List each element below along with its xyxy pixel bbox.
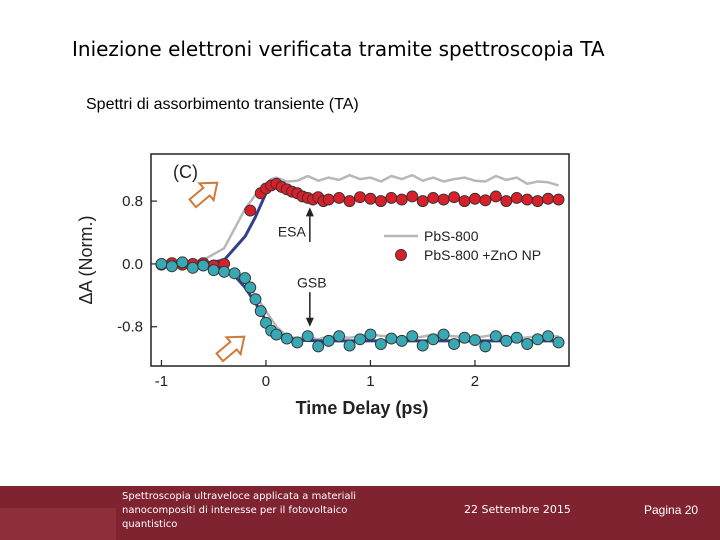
gsb-marker <box>197 259 210 272</box>
block-arrow-gsb <box>215 335 246 363</box>
esa-marker <box>500 195 513 208</box>
esa-marker <box>510 192 523 204</box>
gsb-marker <box>542 330 555 343</box>
gsb-marker <box>427 333 440 346</box>
gsb-marker <box>374 338 387 350</box>
x-axis-label: Time Delay (ps) <box>296 398 429 418</box>
annotation-esa: ESA <box>278 224 307 240</box>
gsb-marker <box>552 336 565 349</box>
block-arrow-esa <box>188 181 219 209</box>
block-arrow-gsb-shape <box>215 335 246 363</box>
footer-date: 22 Settembre 2015 <box>464 503 571 516</box>
legend-label-pbs: PbS-800 <box>424 228 479 244</box>
esa-marker <box>552 193 565 206</box>
x-tick-label: 1 <box>366 373 374 390</box>
esa-marker <box>416 195 429 208</box>
gsb-marker <box>500 334 513 347</box>
gsb-marker <box>521 338 534 350</box>
gsb-marker <box>207 264 220 277</box>
esa-marker <box>385 192 398 204</box>
gsb-marker <box>249 293 262 306</box>
esa-marker <box>244 204 257 217</box>
gsb-marker <box>531 333 544 346</box>
esa-marker <box>469 192 481 205</box>
esa-marker <box>531 195 544 208</box>
gsb-marker <box>479 340 492 353</box>
panel-label: (C) <box>173 162 198 182</box>
gsb-marker <box>385 332 398 345</box>
gsb-marker <box>333 330 346 343</box>
gsb-marker <box>312 340 325 353</box>
esa-marker <box>322 193 335 206</box>
gsb-marker <box>228 267 241 280</box>
esa-marker <box>448 191 460 204</box>
y-tick-label: 0.8 <box>122 193 143 210</box>
gsb-marker <box>364 328 377 341</box>
legend-label-zno: PbS-800 +ZnO NP <box>424 247 541 263</box>
gsb-marker <box>186 261 199 274</box>
gsb-marker <box>244 281 257 294</box>
gsb-marker <box>176 256 189 269</box>
gsb-marker <box>155 257 168 270</box>
slide-title: Iniezione elettroni verificata tramite s… <box>72 37 605 61</box>
esa-marker <box>521 193 534 206</box>
gsb-marker <box>437 328 450 341</box>
gsb-marker <box>280 332 293 345</box>
y-tick-label: -0.8 <box>117 319 143 336</box>
esa-marker <box>427 192 440 204</box>
footer-bar <box>0 486 720 540</box>
x-tick-label: 2 <box>471 373 479 390</box>
esa-marker <box>364 192 377 205</box>
arrow-gsb-head <box>305 317 314 327</box>
footer-description: Spettroscopia ultraveloce applicata a ma… <box>122 491 357 530</box>
gsb-marker <box>489 330 502 343</box>
gsb-marker <box>165 260 178 273</box>
footer-left-strip <box>0 508 116 540</box>
esa-marker <box>489 190 502 203</box>
gsb-marker <box>469 334 481 347</box>
x-tick-label: 0 <box>262 373 270 390</box>
gsb-marker <box>239 272 252 285</box>
gsb-marker <box>218 265 231 278</box>
y-tick-label: 0.0 <box>122 256 143 273</box>
gsb-marker <box>448 338 460 350</box>
arrow-esa-head <box>305 207 314 217</box>
gsb-marker <box>458 331 471 344</box>
esa-marker <box>437 193 450 206</box>
esa-marker <box>354 191 366 204</box>
esa-marker <box>333 192 346 204</box>
ta-chart: -1 0 1 2 0.8 0.0 -0.8 Time Delay (ps) ΔA (Norm.)… <box>76 153 570 418</box>
gsb-marker <box>301 330 314 343</box>
esa-marker <box>479 194 492 207</box>
gsb-marker <box>416 339 429 352</box>
gsb-marker <box>354 333 366 346</box>
esa-marker <box>395 193 408 206</box>
footer-page-number: Pagina 20 <box>644 503 699 517</box>
block-arrow-esa-shape <box>188 181 219 209</box>
annotation-gsb: GSB <box>297 275 327 291</box>
x-tick-label: -1 <box>155 373 168 390</box>
gsb-marker <box>395 334 408 347</box>
esa-marker <box>343 195 356 208</box>
esa-marker <box>406 190 419 203</box>
legend-marker-zno <box>395 249 407 261</box>
gsb-marker <box>406 330 419 343</box>
gsb-marker <box>270 328 283 341</box>
gsb-marker <box>322 334 335 347</box>
slide-subtitle: Spettri di assorbimento transiente (TA) <box>86 96 359 113</box>
gsb-marker <box>510 331 523 344</box>
gsb-marker <box>343 339 356 352</box>
gsb-marker <box>291 336 304 349</box>
esa-marker <box>542 192 555 205</box>
esa-marker <box>374 195 387 208</box>
y-axis-label: ΔA (Norm.) <box>76 215 96 304</box>
esa-marker <box>458 195 471 208</box>
gsb-marker <box>254 305 267 317</box>
